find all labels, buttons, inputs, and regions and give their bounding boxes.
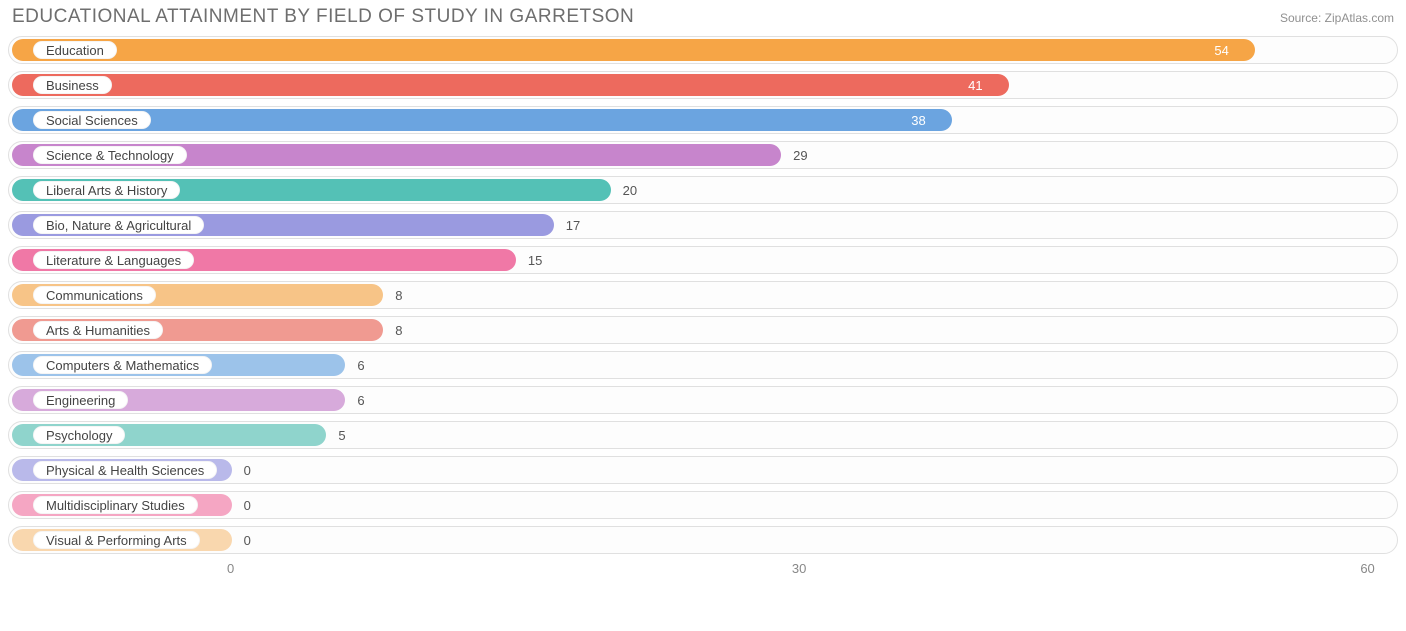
bar-label: Science & Technology [33,146,187,164]
bar-row: Liberal Arts & History 20 [8,176,1398,204]
bar-row: Engineering 6 [8,386,1398,414]
bar-value: 6 [349,352,372,378]
bar-row: Multidisciplinary Studies 0 [8,491,1398,519]
chart-header: EDUCATIONAL ATTAINMENT BY FIELD OF STUDY… [8,4,1398,36]
bar-value: 20 [615,177,645,203]
bar-label: Business [33,76,112,94]
bar-label: Bio, Nature & Agricultural [33,216,204,234]
bar-row: Psychology 5 [8,421,1398,449]
bar-label: Literature & Languages [33,251,194,269]
bar-label: Social Sciences [33,111,151,129]
bar-value: 0 [236,492,259,518]
bar-label: Education [33,41,117,59]
bar-label: Communications [33,286,156,304]
chart-source: Source: ZipAtlas.com [1280,11,1394,25]
bar-row: Communications 8 [8,281,1398,309]
bar-row: Social Sciences 38 [8,106,1398,134]
bar-label: Engineering [33,391,128,409]
chart-container: EDUCATIONAL ATTAINMENT BY FIELD OF STUDY… [0,0,1406,589]
bar-value: 6 [349,387,372,413]
bar-row: Physical & Health Sciences 0 [8,456,1398,484]
bar-value: 29 [785,142,815,168]
bar-value: 38 [903,107,933,133]
bar-row: Science & Technology 29 [8,141,1398,169]
bar-label: Liberal Arts & History [33,181,180,199]
bar-value: 54 [1206,37,1236,63]
bar-label: Computers & Mathematics [33,356,212,374]
bars-area: Education 54 Business 41 Social Sciences 38 Sc… [8,36,1398,554]
bar-row: Literature & Languages 15 [8,246,1398,274]
bar-row: Computers & Mathematics 6 [8,351,1398,379]
x-axis: 0 30 60 [8,561,1398,581]
bar-fill [12,74,1009,96]
bar-value: 0 [236,527,259,553]
bar-value: 8 [387,282,410,308]
axis-tick: 0 [227,561,234,576]
bar-value: 17 [558,212,588,238]
axis-tick: 60 [1360,561,1374,576]
bar-fill [12,109,952,131]
bar-row: Arts & Humanities 8 [8,316,1398,344]
bar-value: 0 [236,457,259,483]
bar-row: Business 41 [8,71,1398,99]
bar-label: Psychology [33,426,125,444]
bar-label: Visual & Performing Arts [33,531,200,549]
bar-value: 15 [520,247,550,273]
bar-row: Visual & Performing Arts 0 [8,526,1398,554]
bar-fill [12,39,1255,61]
bar-value: 8 [387,317,410,343]
chart-title: EDUCATIONAL ATTAINMENT BY FIELD OF STUDY… [12,6,634,28]
bar-value: 5 [330,422,353,448]
bar-label: Arts & Humanities [33,321,163,339]
bar-label: Multidisciplinary Studies [33,496,198,514]
bar-value: 41 [960,72,990,98]
axis-tick: 30 [792,561,806,576]
bar-label: Physical & Health Sciences [33,461,217,479]
bar-row: Education 54 [8,36,1398,64]
bar-row: Bio, Nature & Agricultural 17 [8,211,1398,239]
